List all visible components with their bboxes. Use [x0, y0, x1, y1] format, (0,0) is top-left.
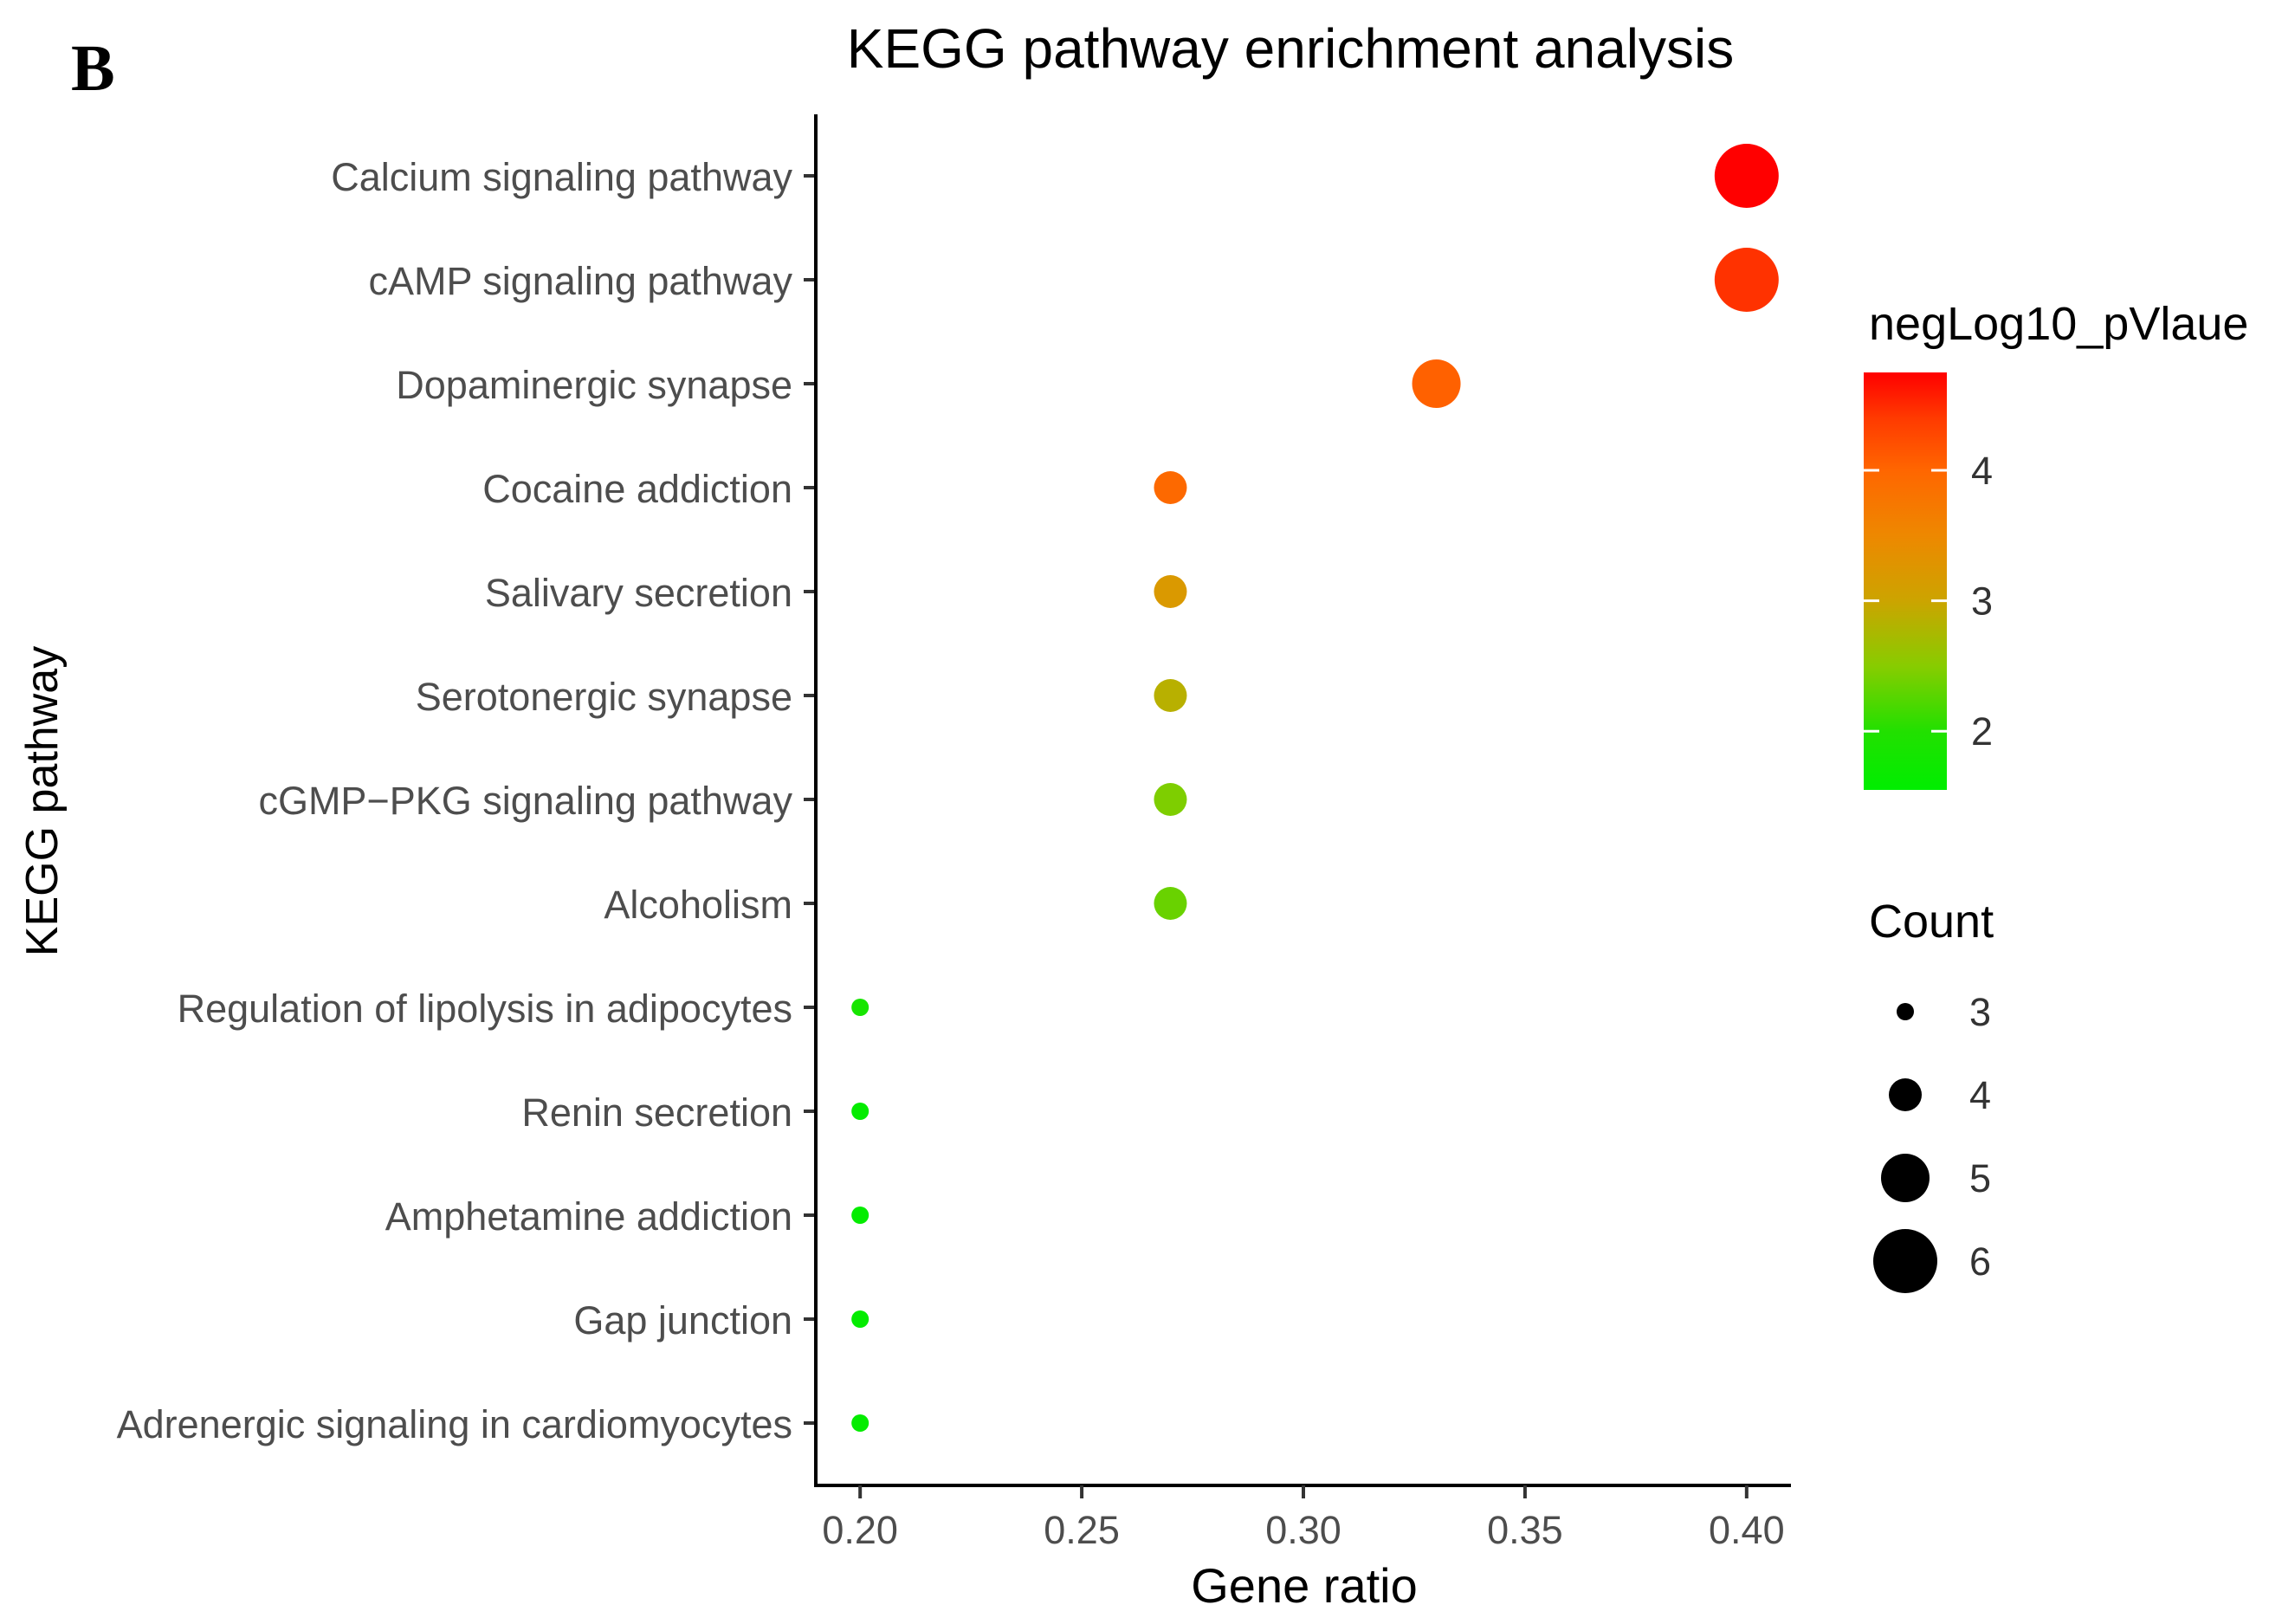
y-tick-labels: Calcium signaling pathway cAMP signaling … [117, 155, 793, 1446]
y-tick-label: Serotonergic synapse [416, 675, 792, 719]
data-point [1714, 144, 1779, 208]
y-ticks [804, 174, 816, 1425]
size-legend-dot [1897, 1003, 1914, 1020]
y-tick-label: cAMP signaling pathway [369, 259, 793, 303]
data-point [851, 1207, 869, 1224]
data-point [851, 1310, 869, 1328]
y-tick-label: Gap junction [573, 1298, 792, 1343]
y-tick-label: Cocaine addiction [482, 467, 792, 511]
y-tick-label: Renin secretion [521, 1090, 792, 1135]
y-tick-label: Calcium signaling pathway [331, 155, 792, 199]
x-tick-label: 0.25 [1044, 1508, 1120, 1552]
y-axis-label: KEGG pathway [17, 646, 68, 956]
data-point [1154, 887, 1187, 920]
data-point [1714, 248, 1779, 312]
chart-title: KEGG pathway enrichment analysis [847, 17, 1734, 80]
size-legend-dot [1873, 1229, 1937, 1293]
x-tick-label: 0.20 [822, 1508, 898, 1552]
data-point [851, 1103, 869, 1120]
colorbar-tick-label: 4 [1971, 449, 1993, 493]
y-tick-label: Dopaminergic synapse [396, 363, 792, 407]
x-ticks [858, 1485, 1749, 1498]
size-legend-label: 6 [1969, 1239, 1991, 1284]
data-point [1412, 359, 1461, 408]
color-legend-title: negLog10_pVlaue [1869, 298, 2248, 350]
x-tick-labels: 0.20 0.25 0.30 0.35 0.40 [822, 1508, 1784, 1552]
panel-label: B [71, 32, 115, 105]
size-legend-label: 5 [1969, 1156, 1991, 1200]
y-tick-label: Alcoholism [604, 883, 792, 927]
colorbar-ticks: 2 3 4 [1864, 449, 1993, 754]
x-tick-label: 0.30 [1265, 1508, 1341, 1552]
y-tick-label: Amphetamine addiction [385, 1194, 792, 1239]
y-tick-label: Salivary secretion [485, 571, 792, 615]
data-points [851, 144, 1779, 1432]
colorbar [1864, 372, 1947, 790]
size-legend-dot [1889, 1078, 1922, 1111]
x-tick-label: 0.35 [1487, 1508, 1563, 1552]
data-point [1154, 783, 1187, 816]
data-point [1154, 471, 1187, 504]
data-point [1154, 679, 1187, 712]
data-point [1154, 575, 1187, 608]
size-legend-label: 3 [1969, 990, 1991, 1034]
data-point [851, 1414, 869, 1432]
size-legend: 3 4 5 6 [1873, 990, 1991, 1293]
y-tick-label: Adrenergic signaling in cardiomyocytes [117, 1402, 792, 1446]
x-axis-label: Gene ratio [1191, 1558, 1418, 1613]
size-legend-dot [1881, 1154, 1930, 1202]
size-legend-title: Count [1869, 896, 1994, 948]
colorbar-tick-label: 2 [1971, 709, 1993, 754]
x-tick-label: 0.40 [1709, 1508, 1785, 1552]
y-tick-label: cGMP−PKG signaling pathway [258, 779, 792, 823]
data-point [851, 999, 869, 1016]
colorbar-tick-label: 3 [1971, 579, 1993, 624]
size-legend-label: 4 [1969, 1073, 1991, 1117]
y-tick-label: Regulation of lipolysis in adipocytes [178, 987, 792, 1031]
